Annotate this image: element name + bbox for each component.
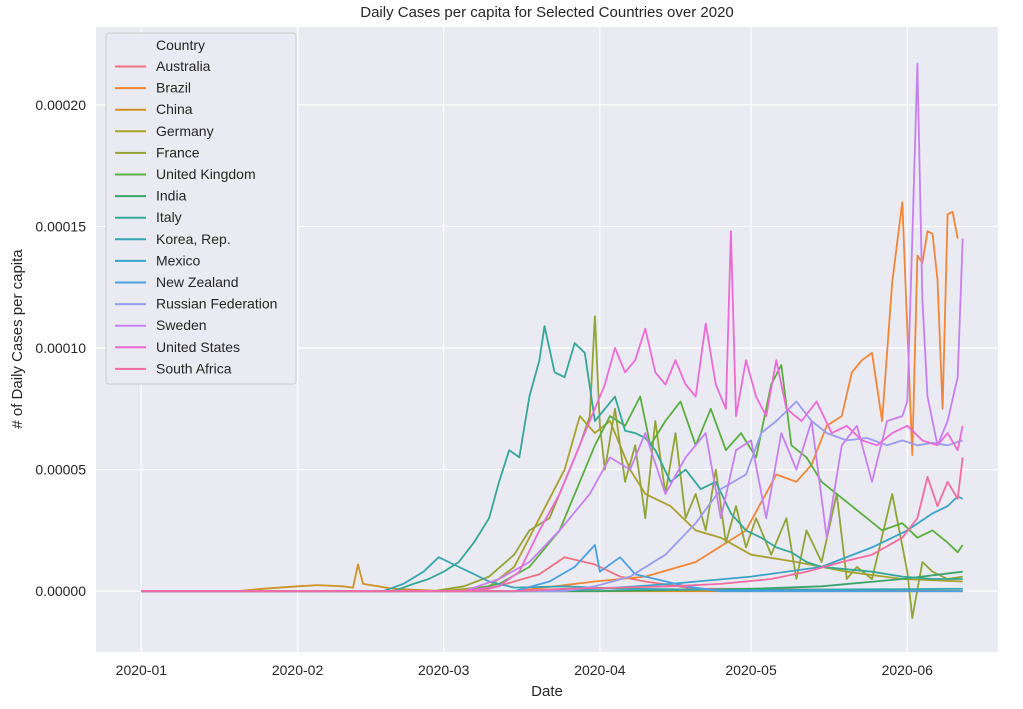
- x-axis-ticks: 2020-01 2020-02 2020-03 2020-04 2020-05 2020-…: [116, 662, 934, 678]
- y-tick-label: 0.00020: [35, 97, 86, 113]
- y-tick-label: 0.00010: [35, 340, 86, 356]
- legend-item-label: Australia: [156, 58, 211, 74]
- legend-item-label: Russian Federation: [156, 296, 277, 312]
- chart-title: Daily Cases per capita for Selected Coun…: [360, 4, 734, 21]
- series-line-13: [141, 230, 964, 593]
- series-line-1: [141, 201, 959, 593]
- series-line-10: [141, 544, 963, 593]
- legend-item-label: Korea, Rep.: [156, 231, 231, 247]
- legend-item-label: China: [156, 101, 193, 117]
- y-axis-title: # of Daily Cases per capita: [9, 249, 26, 429]
- series-line-11: [141, 400, 963, 593]
- legend-item-label: New Zealand: [156, 274, 239, 290]
- series-line-14: [141, 457, 964, 593]
- legend-item-label: United Kingdom: [156, 166, 256, 182]
- legend-item-label: India: [156, 188, 187, 204]
- y-tick-label: 0.00000: [35, 583, 86, 599]
- legend-item-label: United States: [156, 339, 240, 355]
- series-line-5: [141, 364, 964, 593]
- legend-item-label: Brazil: [156, 80, 191, 96]
- x-tick-label: 2020-03: [418, 662, 470, 678]
- x-tick-label: 2020-02: [272, 662, 324, 678]
- legend-item-label: Sweden: [156, 317, 207, 333]
- x-tick-label: 2020-01: [116, 662, 168, 678]
- series-line-9: [141, 495, 964, 593]
- x-tick-label: 2020-04: [574, 662, 626, 678]
- series-line-6: [141, 570, 963, 593]
- x-axis-title: Date: [531, 683, 563, 700]
- series-line-7: [141, 325, 963, 593]
- y-axis-ticks: 0.00000 0.00005 0.00010 0.00015 0.00020: [35, 97, 86, 599]
- legend-item-label: Mexico: [156, 252, 201, 268]
- series-line-2: [141, 563, 963, 593]
- series-line-12: [141, 62, 964, 593]
- series-line-8: [141, 556, 963, 593]
- y-tick-label: 0.00015: [35, 218, 86, 234]
- legend: Country Australia Brazil China Germany Franc…: [105, 32, 297, 385]
- legend-item-label: Germany: [156, 123, 214, 139]
- legend-item-label: France: [156, 144, 200, 160]
- x-tick-label: 2020-05: [725, 662, 777, 678]
- legend-items: Australia Brazil China Germany France United …: [115, 58, 277, 376]
- legend-item-label: South Africa: [156, 360, 232, 376]
- legend-box: [105, 32, 297, 385]
- y-tick-label: 0.00005: [35, 462, 86, 478]
- legend-item-label: Italy: [156, 209, 182, 225]
- series-lines: [141, 62, 964, 619]
- legend-title: Country: [156, 37, 205, 53]
- x-tick-label: 2020-06: [882, 662, 934, 678]
